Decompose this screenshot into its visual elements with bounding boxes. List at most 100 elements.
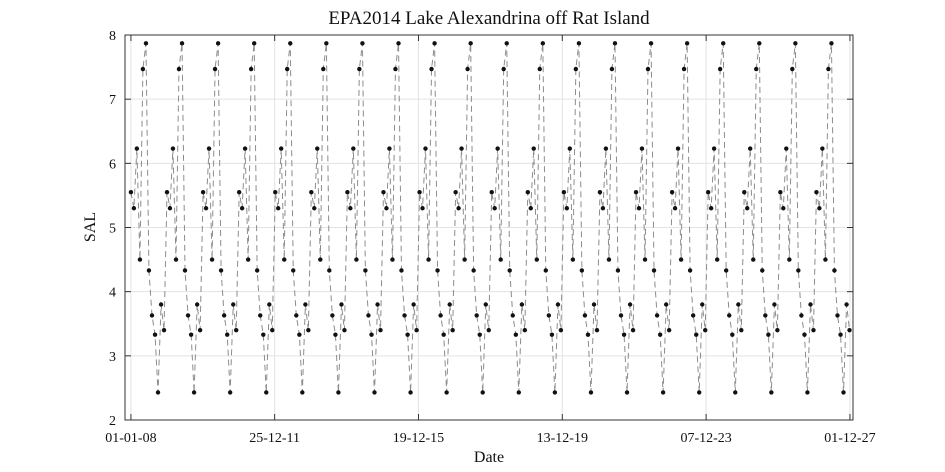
data-point	[381, 190, 386, 195]
data-point	[318, 257, 323, 262]
data-point	[621, 332, 627, 337]
data-point	[369, 332, 374, 337]
data-point	[495, 146, 500, 151]
data-point	[705, 190, 711, 195]
data-point	[375, 302, 380, 307]
data-point	[717, 66, 723, 72]
data-point	[600, 206, 606, 211]
y-tick-label: 3	[109, 350, 116, 365]
data-point	[687, 268, 693, 273]
data-point	[273, 190, 278, 195]
data-point	[236, 190, 242, 195]
data-point	[585, 332, 591, 337]
data-point	[185, 313, 191, 318]
data-point	[339, 302, 344, 307]
data-point	[552, 390, 558, 395]
data-point	[669, 190, 675, 195]
data-point	[745, 206, 750, 211]
data-point	[489, 190, 494, 195]
data-point	[723, 268, 729, 273]
data-point	[844, 302, 849, 307]
data-point	[438, 313, 443, 318]
data-point	[594, 327, 600, 333]
data-point	[462, 257, 467, 262]
data-point	[567, 146, 573, 151]
data-point	[336, 390, 341, 395]
data-point	[378, 327, 383, 333]
data-point	[757, 41, 762, 46]
data-point	[700, 302, 705, 307]
data-point	[516, 390, 521, 395]
data-point	[465, 66, 470, 72]
data-point	[390, 257, 395, 262]
data-point	[730, 332, 735, 337]
x-axis-label: Date	[474, 449, 504, 466]
data-point	[149, 313, 155, 318]
data-point	[808, 302, 813, 307]
data-point	[802, 332, 807, 337]
data-point	[288, 41, 293, 46]
data-point	[760, 268, 765, 273]
data-point	[639, 146, 645, 151]
data-point	[432, 41, 437, 46]
data-point	[678, 257, 684, 262]
data-point	[423, 146, 428, 151]
y-tick-label: 6	[109, 157, 116, 172]
data-point	[366, 313, 371, 318]
data-point	[498, 257, 503, 262]
x-tick-label: 13-12-19	[537, 431, 588, 446]
data-point	[504, 41, 509, 46]
data-point	[248, 66, 254, 72]
data-point	[811, 327, 816, 333]
data-point	[781, 206, 786, 211]
data-point	[603, 146, 609, 151]
data-point	[140, 66, 146, 72]
data-point	[128, 190, 134, 195]
y-tick-label: 2	[109, 414, 116, 429]
data-point	[429, 66, 434, 72]
data-point	[817, 206, 822, 211]
data-point	[507, 268, 512, 273]
data-point	[453, 190, 458, 195]
data-point	[793, 41, 798, 46]
data-point	[714, 257, 720, 262]
data-point	[155, 390, 161, 395]
data-point	[315, 146, 320, 151]
data-point	[261, 332, 266, 337]
data-point	[549, 332, 555, 337]
data-point	[387, 146, 392, 151]
data-point	[703, 327, 708, 333]
data-point	[282, 257, 287, 262]
data-point	[510, 313, 515, 318]
data-point	[146, 268, 152, 273]
data-point	[297, 332, 302, 337]
data-point	[170, 146, 176, 151]
data-point	[642, 257, 648, 262]
data-point	[711, 146, 717, 151]
data-point	[697, 390, 702, 395]
data-point	[690, 313, 696, 318]
data-point	[820, 146, 825, 151]
data-point	[627, 302, 633, 307]
data-point	[775, 327, 780, 333]
data-point	[477, 332, 482, 337]
data-point	[513, 332, 519, 337]
data-point	[754, 66, 759, 72]
data-point	[137, 257, 143, 262]
data-point	[492, 206, 497, 211]
data-point	[657, 332, 663, 337]
data-point	[227, 390, 233, 395]
data-point	[672, 206, 678, 211]
data-point	[501, 66, 506, 72]
data-point	[799, 313, 804, 318]
data-point	[251, 41, 257, 46]
x-tick-label: 25-12-11	[249, 431, 300, 446]
data-point	[396, 41, 401, 46]
data-point	[591, 302, 597, 307]
y-tick-label: 5	[109, 222, 116, 237]
data-point	[721, 41, 726, 46]
data-point	[245, 257, 251, 262]
data-point	[531, 146, 536, 151]
data-point	[630, 327, 636, 333]
data-point	[694, 332, 699, 337]
